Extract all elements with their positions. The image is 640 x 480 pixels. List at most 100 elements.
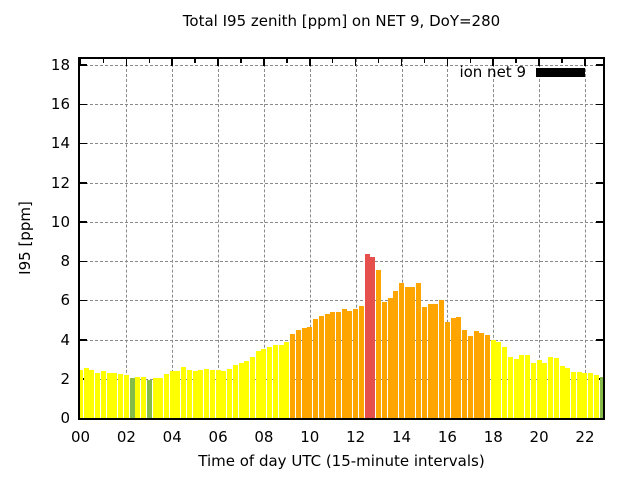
y-tick-mark [596,417,603,418]
data-bar [485,334,490,418]
data-bar [295,329,301,418]
x-tick-mark [423,59,426,63]
data-bar [490,339,496,418]
data-bar [301,327,307,418]
data-bar [513,359,519,418]
y-tick-label: 12 [50,173,70,192]
x-gridline [493,59,495,418]
x-tick-label: 08 [254,428,274,446]
y-tick-mark [596,260,603,263]
x-tick-mark [102,59,105,63]
y-tick-mark [596,64,603,66]
y-tick-label: 0 [60,409,70,427]
x-axis-label: Time of day UTC (15-minute intervals) [198,452,485,470]
y-tick-mark [80,64,87,66]
x-tick-mark [309,59,311,66]
data-bar [106,372,112,418]
x-gridline [172,59,174,418]
data-bar [163,373,169,418]
y-gridline [80,378,603,380]
data-bar [548,357,554,418]
y-tick-mark [596,142,603,145]
x-tick-label: 12 [346,428,366,446]
data-bar [347,311,353,418]
data-bar [553,358,559,418]
data-bar [582,372,588,418]
y-tick-mark [80,103,87,106]
x-tick-mark [515,59,517,63]
data-bar [381,302,387,418]
data-bar [376,269,382,418]
x-tick-mark [263,59,265,66]
x-tick-mark [171,59,173,66]
x-gridline [539,59,541,418]
data-bar [318,316,324,418]
data-bar [399,282,405,418]
data-bar [232,365,238,418]
data-bar [462,329,468,418]
y-tick-label: 2 [60,369,70,388]
plot-area [78,57,605,420]
data-bar [507,357,513,418]
y-tick-mark [596,221,603,223]
y-gridline [80,143,603,145]
x-tick-label: 14 [391,428,412,446]
y-tick-label: 4 [60,330,70,349]
data-bar [152,377,158,418]
y-gridline [80,64,603,66]
data-bar [158,377,164,418]
chart-title: Total I95 zenith [ppm] on NET 9, DoY=280 [182,12,501,30]
data-bar [525,355,531,418]
x-tick-mark [125,59,128,66]
data-bar [307,326,313,418]
data-bar [272,345,278,418]
y-tick-mark [596,339,603,341]
y-tick-label: 14 [50,134,70,153]
data-bar [192,370,198,418]
data-bar [502,347,508,418]
data-bar [146,379,152,418]
data-bar [324,314,330,418]
y-tick-mark [80,339,87,341]
plot-canvas [80,59,603,418]
x-tick-mark [148,59,151,63]
data-bar [542,363,548,418]
data-bar [433,304,439,418]
x-tick-mark [194,59,196,63]
data-bar [588,372,594,418]
y-gridline [80,182,603,184]
data-bar [427,304,433,418]
data-bar [599,376,603,418]
data-bar [204,368,210,418]
data-bar [341,309,347,418]
data-bar [261,349,267,418]
data-bar [215,369,221,418]
x-tick-label: 10 [300,428,320,446]
data-bar [198,369,204,418]
data-bar [80,369,83,418]
data-bar [135,376,141,418]
data-bar [410,286,416,418]
x-tick-mark [469,59,472,63]
data-bar [559,366,565,418]
x-tick-mark [584,59,586,66]
data-bar [169,370,175,418]
x-tick-label: 06 [208,428,228,446]
y-gridline [80,339,603,341]
x-tick-mark [217,59,219,66]
data-bar [221,370,227,418]
y-tick-label: 6 [60,291,70,310]
data-bar [571,371,576,418]
x-gridline [263,59,265,418]
data-bar [565,367,571,418]
y-gridline [80,221,603,223]
data-bar [290,333,296,418]
x-gridline [126,59,128,418]
y-tick-mark [596,103,603,106]
x-tick-label: 16 [437,428,457,446]
data-bar [186,369,192,418]
x-tick-label: 18 [483,428,503,446]
data-bar [387,298,393,418]
x-tick-mark [286,59,288,63]
